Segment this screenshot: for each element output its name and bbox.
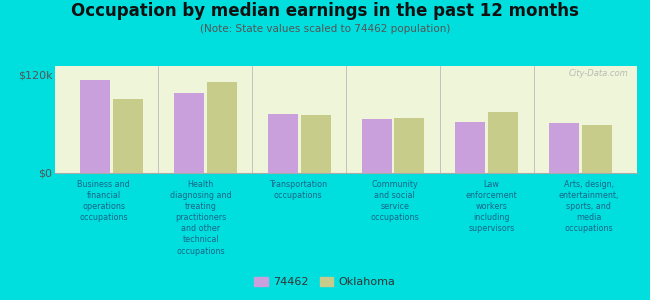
Bar [207, 82, 237, 172]
Text: (Note: State values scaled to 74462 population): (Note: State values scaled to 74462 popu… [200, 24, 450, 34]
Text: Occupation by median earnings in the past 12 months: Occupation by median earnings in the pas… [71, 2, 579, 20]
Bar [268, 113, 298, 172]
Bar [113, 99, 143, 172]
Text: Community
and social
service
occupations: Community and social service occupations [370, 180, 419, 222]
Bar [395, 118, 424, 172]
Bar [456, 122, 486, 172]
Bar [300, 115, 331, 172]
Bar [361, 119, 392, 172]
Text: City-Data.com: City-Data.com [569, 69, 629, 78]
Text: Health
diagnosing and
treating
practitioners
and other
technical
occupations: Health diagnosing and treating practitio… [170, 180, 231, 256]
Bar [80, 80, 110, 172]
Bar [549, 123, 579, 172]
Text: Arts, design,
entertainment,
sports, and
media
occupations: Arts, design, entertainment, sports, and… [558, 180, 619, 233]
Text: Law
enforcement
workers
including
supervisors: Law enforcement workers including superv… [465, 180, 517, 233]
Text: Business and
financial
operations
occupations: Business and financial operations occupa… [77, 180, 130, 222]
Legend: 74462, Oklahoma: 74462, Oklahoma [250, 272, 400, 291]
Bar [488, 112, 518, 172]
Text: Transportation
occupations: Transportation occupations [268, 180, 327, 200]
Bar [174, 93, 204, 172]
Bar [582, 125, 612, 172]
